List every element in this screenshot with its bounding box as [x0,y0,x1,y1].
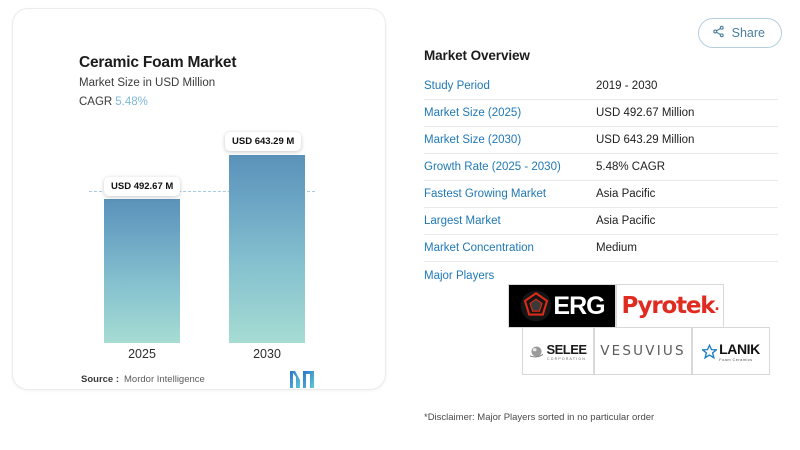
source-value: Mordor Intelligence [124,374,205,385]
x-axis-label-2025: 2025 [128,347,156,361]
major-players-label: Major Players [424,270,495,282]
row-value: 2019 - 2030 [596,80,658,92]
logo-lanik: LANIK Foam Ceramics [692,327,770,375]
pyrotek-dot-icon: . [714,298,719,314]
row-label: Fastest Growing Market [424,188,547,200]
logo-row: SELEE CORPORATION VESUVIUS LANIK Foam Ce… [522,327,770,375]
table-row: Fastest Growing Market Asia Pacific [424,181,778,208]
row-value: USD 643.29 Million [596,134,695,146]
source-label: Source : [81,374,120,385]
market-overview-panel: Market Overview Study Period 2019 - 2030… [424,48,778,290]
mordor-intelligence-logo [290,371,314,393]
table-row: Growth Rate (2025 - 2030) 5.48% CAGR [424,154,778,181]
cagr-value: 5.48% [115,96,148,108]
logo-vesuvius: VESUVIUS [594,327,692,375]
reference-dashed-line [89,191,315,192]
table-row: Market Concentration Medium [424,235,778,262]
table-row: Study Period 2019 - 2030 [424,73,778,100]
logo-selee-sub: CORPORATION [547,356,586,361]
table-row: Market Size (2025) USD 492.67 Million [424,100,778,127]
logo-erg-text: ERG [553,291,605,320]
row-label: Study Period [424,80,490,92]
data-label-2030: USD 643.29 M [225,132,302,151]
row-label: Market Size (2030) [424,134,522,146]
selee-sphere-icon [530,345,544,357]
data-label-2025: USD 492.67 M [104,177,181,196]
logo-lanik-sub: Foam Ceramics [719,356,753,362]
cagr-label: CAGR [79,96,113,108]
chart-subtitle: Market Size in USD Million [79,77,216,89]
logo-pyrotek: Pyrotek. [616,284,724,328]
row-value: 5.48% CAGR [596,161,666,173]
row-label: Market Size (2025) [424,107,522,119]
row-value: Asia Pacific [596,215,656,227]
share-nodes-icon [712,25,725,41]
source-row: Source : Mordor Intelligence [81,374,205,385]
bar-2025[interactable] [104,199,180,343]
row-label: Largest Market [424,215,501,227]
row-value: USD 492.67 Million [596,107,695,119]
major-players-row: Major Players [424,262,778,290]
logo-selee-text: SELEE [546,341,587,357]
overview-title: Market Overview [424,48,530,63]
logo-selee: SELEE CORPORATION [522,327,594,375]
chart-title: Ceramic Foam Market [79,54,237,71]
major-players-logos: ERG Pyrotek. SELEE CORPORATION [508,284,770,375]
share-button-label: Share [731,26,765,40]
disclaimer-text: *Disclaimer: Major Players sorted in no … [424,412,655,423]
bar-2030[interactable] [229,155,305,343]
table-row: Largest Market Asia Pacific [424,208,778,235]
x-axis-label-2030: 2030 [253,347,281,361]
logo-erg: ERG [508,284,616,328]
row-label: Growth Rate (2025 - 2030) [424,161,561,173]
logo-lanik-text: LANIK [719,340,760,357]
table-row: Market Size (2030) USD 643.29 Million [424,127,778,154]
erg-mark-icon [521,290,552,322]
chart-cagr: CAGR 5.48% [79,96,148,108]
logo-pyrotek-text: Pyrotek [621,293,715,319]
row-value: Asia Pacific [596,188,656,200]
logo-vesuvius-text: VESUVIUS [600,343,686,359]
row-value: Medium [596,242,637,254]
logo-row: ERG Pyrotek. [508,284,770,328]
row-label: Market Concentration [424,242,534,254]
share-button[interactable]: Share [697,18,782,48]
chart-card: Ceramic Foam Market Market Size in USD M… [12,8,386,390]
bar-chart-plot: USD 492.67 M USD 643.29 M 2025 2030 [13,9,387,391]
lanik-star-icon [702,343,718,359]
